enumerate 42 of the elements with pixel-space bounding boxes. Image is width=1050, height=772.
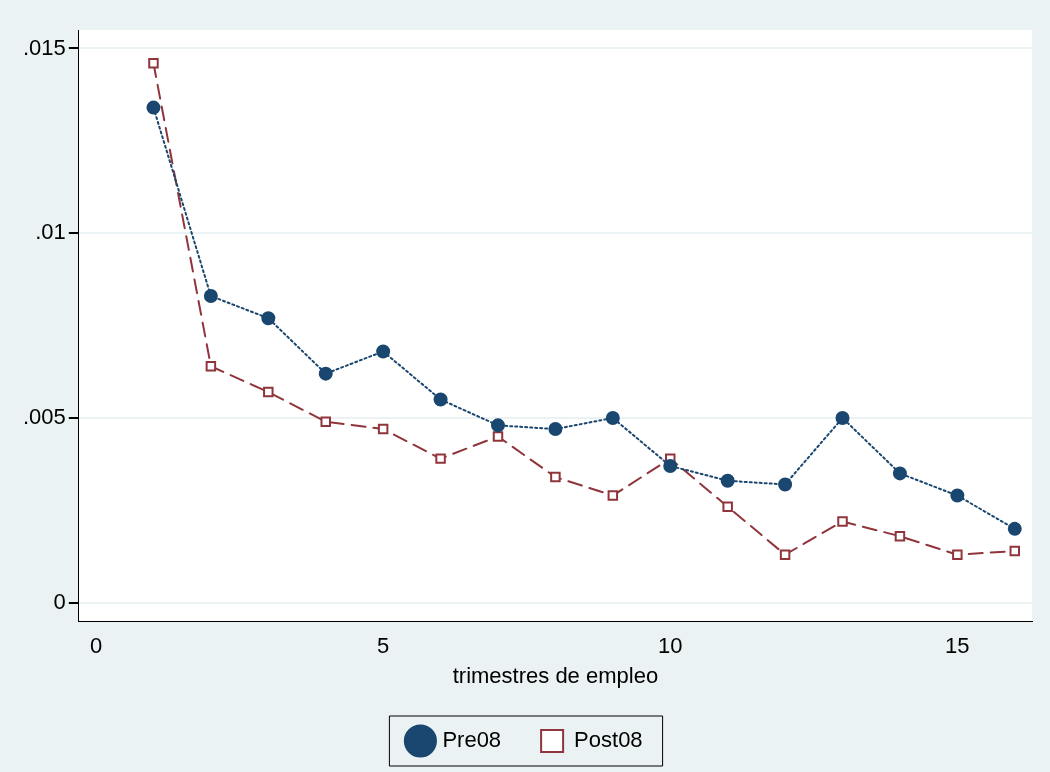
point xyxy=(433,392,448,407)
point xyxy=(320,416,331,427)
point xyxy=(778,477,793,492)
point xyxy=(435,453,446,464)
legend-label: Pre08 xyxy=(442,727,502,753)
point xyxy=(490,418,505,433)
point xyxy=(837,516,848,527)
point xyxy=(1009,545,1021,557)
legend-label: Post08 xyxy=(574,727,643,753)
x-tick-label: 0 xyxy=(89,633,103,659)
point xyxy=(377,423,389,435)
point xyxy=(779,549,791,560)
point xyxy=(720,473,735,488)
point xyxy=(263,386,274,398)
point xyxy=(550,471,561,483)
y-tick-label: .01 xyxy=(35,219,66,245)
point xyxy=(205,361,217,372)
x-tick-label: 15 xyxy=(945,633,970,659)
point xyxy=(722,501,733,512)
point xyxy=(952,549,963,560)
point xyxy=(203,289,218,304)
point xyxy=(835,410,850,425)
point xyxy=(894,530,906,542)
x-axis-title: trimestres de empleo xyxy=(452,662,659,688)
point xyxy=(376,344,391,359)
point xyxy=(892,466,907,481)
point xyxy=(607,490,619,501)
y-tick-label: .005 xyxy=(22,404,66,430)
point xyxy=(1007,521,1022,536)
x-tick-label: 5 xyxy=(377,633,390,659)
point xyxy=(950,488,965,503)
point xyxy=(146,100,161,115)
point xyxy=(548,422,563,437)
point xyxy=(492,431,504,442)
y-tick-label: 0 xyxy=(53,588,66,614)
point xyxy=(148,58,159,69)
x-tick-label: 10 xyxy=(658,633,683,659)
y-tick-label: .015 xyxy=(22,34,66,60)
point xyxy=(261,311,276,326)
point xyxy=(663,459,678,474)
point xyxy=(605,410,620,425)
point xyxy=(318,366,333,381)
